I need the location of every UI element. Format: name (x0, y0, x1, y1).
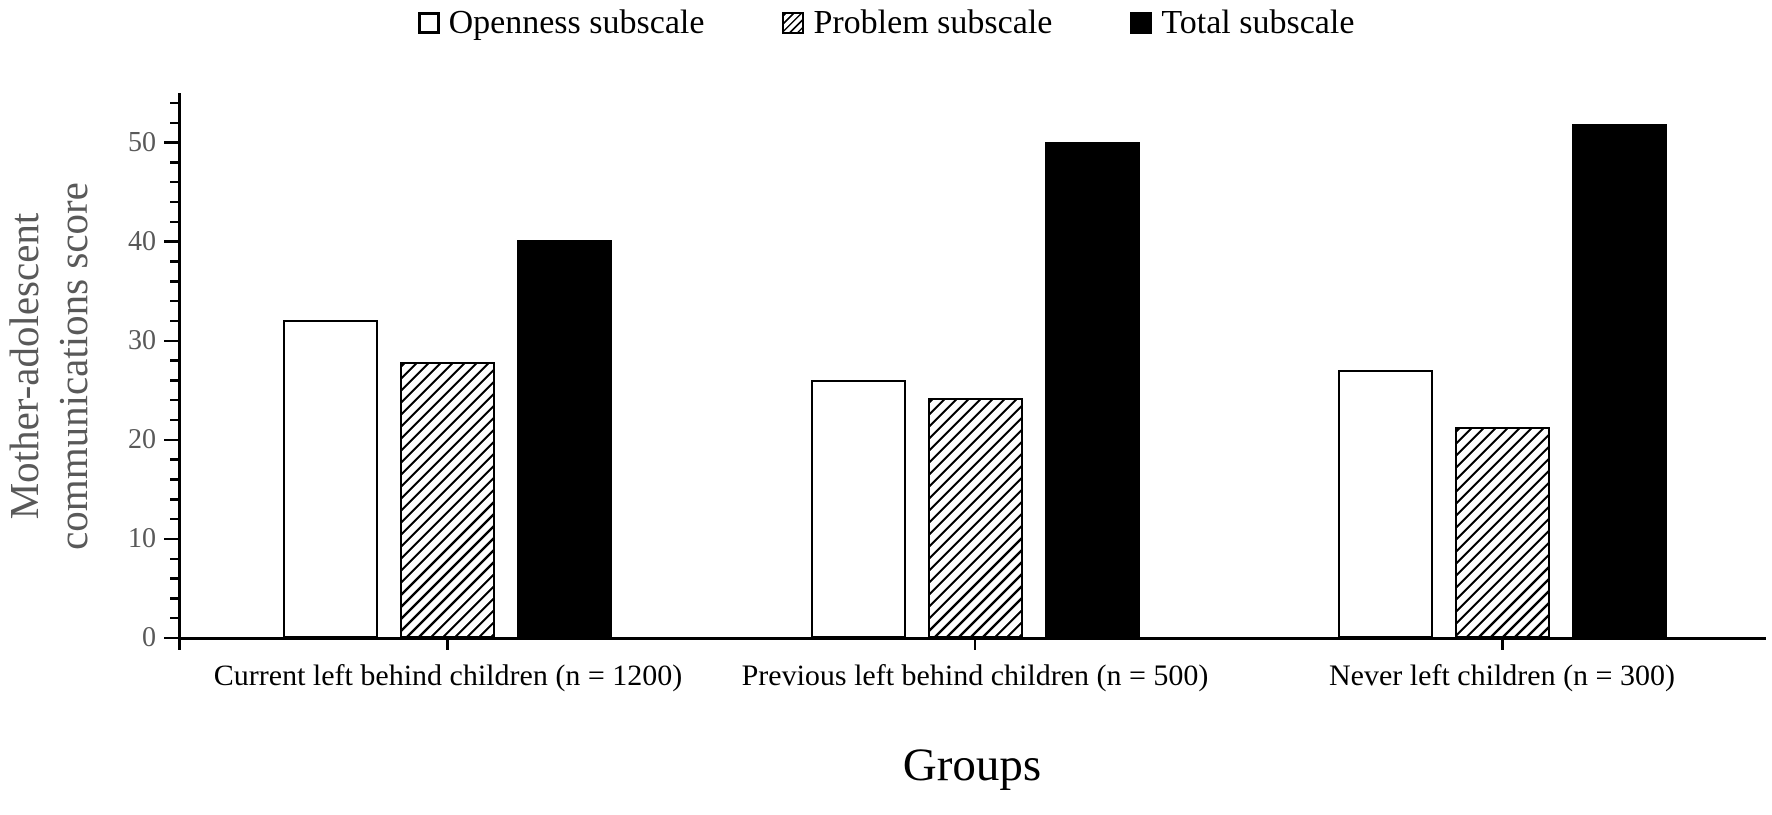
legend-label-problem: Problem subscale (813, 4, 1053, 41)
x-axis-line (178, 637, 1766, 640)
y-axis-minor-tick (170, 398, 178, 402)
y-axis-title: Mother-adolescent communications score (0, 93, 124, 639)
y-axis-minor-tick (170, 220, 178, 224)
y-tick-label: 10 (128, 522, 156, 554)
legend-item-openness: Openness subscale (417, 4, 705, 41)
legend-label-total: Total subscale (1161, 4, 1355, 41)
y-axis-minor-tick (170, 319, 178, 323)
y-tick-label: 0 (142, 622, 156, 653)
y-tick-label: 40 (128, 225, 156, 257)
y-axis-minor-tick (170, 101, 178, 105)
y-axis-minor-tick (170, 260, 178, 263)
y-axis-minor-tick (170, 180, 178, 184)
y-axis-minor-tick (170, 577, 178, 580)
y-axis-major-tick (164, 141, 178, 144)
y-axis-minor-tick (170, 597, 178, 600)
legend-label-openness: Openness subscale (448, 4, 705, 41)
chart-legend: Openness subscale Problem subscale Total… (0, 6, 1772, 40)
y-axis-minor-tick (170, 359, 178, 362)
category-label-never: Never left children (n = 300) (1329, 659, 1675, 692)
y-axis-minor-tick (170, 498, 178, 501)
problem-swatch-icon (782, 12, 805, 34)
y-axis-major-tick (164, 339, 178, 343)
y-axis-major-tick (164, 537, 178, 541)
bar-solid-group-1 (517, 239, 613, 638)
bar-hatched-group-2 (927, 398, 1023, 638)
y-tick-label: 30 (128, 324, 156, 356)
y-axis-minor-tick (170, 200, 178, 204)
bar-open-group-1 (283, 319, 379, 638)
legend-item-total: Total subscale (1130, 6, 1354, 40)
y-axis-major-tick (164, 438, 178, 442)
x-axis-tick (1501, 640, 1504, 650)
y-axis-minor-tick (170, 121, 178, 125)
legend-item-problem: Problem subscale (782, 6, 1052, 40)
y-axis-minor-tick (170, 161, 178, 164)
x-axis-tick (446, 640, 449, 650)
y-axis-minor-tick (170, 517, 178, 521)
category-label-previous: Previous left behind children (n = 500) (741, 659, 1209, 692)
y-axis-major-tick (164, 240, 178, 243)
bar-open-group-2 (810, 380, 906, 638)
y-axis-minor-tick (170, 379, 178, 382)
y-axis-major-tick (164, 636, 178, 640)
y-axis-title-line-2: communications score (50, 182, 97, 550)
total-swatch-icon (1130, 12, 1153, 34)
bar-solid-group-2 (1044, 141, 1140, 638)
y-axis-minor-tick (170, 299, 178, 303)
openness-swatch-icon (417, 12, 440, 34)
y-tick-label: 20 (128, 423, 156, 455)
y-axis-minor-tick (170, 478, 178, 481)
bar-open-group-3 (1337, 370, 1433, 638)
y-axis-line (178, 93, 181, 650)
y-axis-minor-tick (170, 557, 178, 561)
x-axis-title: Groups (902, 739, 1042, 791)
y-axis-minor-tick (170, 418, 178, 422)
bar-hatched-group-3 (1454, 426, 1550, 638)
bar-solid-group-3 (1571, 123, 1667, 638)
category-label-current: Current left behind children (n = 1200) (213, 659, 683, 692)
y-axis-minor-tick (170, 616, 178, 620)
x-axis-tick (973, 640, 977, 650)
y-axis-title-line-1: Mother-adolescent (1, 212, 47, 520)
y-axis-minor-tick (170, 280, 178, 283)
y-tick-label: 50 (128, 126, 156, 158)
y-axis-minor-tick (170, 458, 178, 461)
bar-hatched-group-1 (400, 361, 496, 638)
